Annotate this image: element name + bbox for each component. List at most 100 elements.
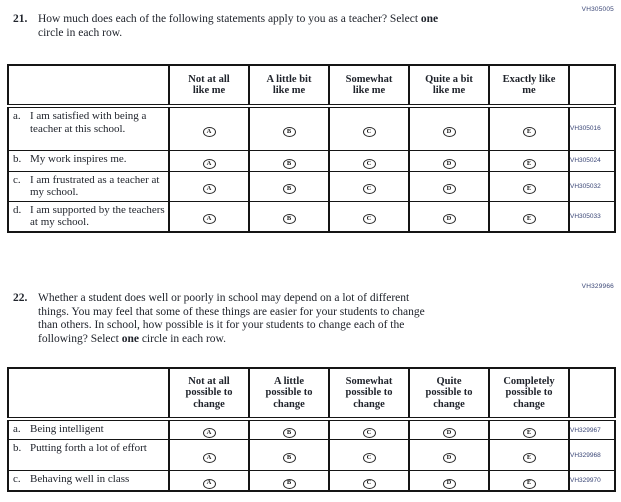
q22-row-c-option-cell: E bbox=[488, 470, 570, 491]
q22-row-b-statement: b. Putting forth a lot of effort bbox=[7, 439, 170, 471]
answer-bubble-a[interactable]: A bbox=[202, 184, 216, 195]
answer-bubble-c[interactable]: C bbox=[362, 478, 376, 489]
q21-row-d-option-cell: D bbox=[408, 200, 490, 232]
answer-bubble-b[interactable]: B bbox=[282, 214, 296, 225]
statement-text: Putting forth a lot of effort bbox=[30, 442, 147, 454]
answer-bubble-e[interactable]: E bbox=[522, 214, 536, 225]
q22-row-c-option-cell: D bbox=[408, 470, 490, 491]
answer-bubble-c[interactable]: C bbox=[362, 428, 376, 439]
accession-code-q21: VH305005 bbox=[581, 6, 614, 13]
q22-row-a-option-cell: D bbox=[408, 418, 490, 440]
answer-bubble-a[interactable]: A bbox=[202, 158, 216, 169]
answer-bubble-d[interactable]: D bbox=[442, 184, 456, 195]
q22-row-c-option-cell: B bbox=[248, 470, 330, 491]
table-row: b. Putting forth a lot of effort A B C D … bbox=[7, 439, 616, 471]
answer-bubble-c[interactable]: C bbox=[362, 453, 376, 464]
q22-row-a-option-cell: B bbox=[248, 418, 330, 440]
answer-bubble-a[interactable]: A bbox=[202, 214, 216, 225]
answer-bubble-a[interactable]: A bbox=[202, 428, 216, 439]
q22-header-col-5: Completely possible to change bbox=[488, 367, 570, 421]
q21-row-b-option-cell: E bbox=[488, 149, 570, 172]
question-21-text: How much does each of the following stat… bbox=[38, 13, 583, 40]
q21-row-c-option-cell: C bbox=[328, 170, 410, 202]
q21-row-d-option-cell: C bbox=[328, 200, 410, 232]
row-letter: d. bbox=[13, 203, 22, 216]
answer-bubble-b[interactable]: B bbox=[282, 478, 296, 489]
q21-row-a-option-cell: C bbox=[328, 105, 410, 151]
answer-bubble-c[interactable]: C bbox=[362, 214, 376, 225]
answer-bubble-d[interactable]: D bbox=[442, 158, 456, 169]
q22-row-b-option-cell: B bbox=[248, 439, 330, 471]
q22-row-b-option-cell: E bbox=[488, 439, 570, 471]
q21-row-b-option-cell: A bbox=[168, 149, 250, 172]
row-letter: c. bbox=[13, 473, 21, 485]
table-row: a. I am satisfied with being a teacher at… bbox=[7, 105, 616, 151]
answer-bubble-d[interactable]: D bbox=[442, 214, 456, 225]
answer-bubble-d[interactable]: D bbox=[442, 453, 456, 464]
q22-row-c-option-cell: C bbox=[328, 470, 410, 491]
q21-header-empty bbox=[7, 64, 170, 108]
q22-row-a-option-cell: C bbox=[328, 418, 410, 440]
table-row: d. I am supported by the teachers at my s… bbox=[7, 200, 616, 232]
q22-header-empty bbox=[7, 367, 170, 421]
accession-code-q22: VH329966 bbox=[581, 283, 614, 290]
q21-row-b-option-cell: B bbox=[248, 149, 330, 172]
row-accession-code: VH305024 bbox=[568, 149, 616, 172]
q22-row-c-option-cell: A bbox=[168, 470, 250, 491]
statement-text: Behaving well in class bbox=[30, 473, 130, 485]
row-accession-code: VH305032 bbox=[568, 170, 616, 202]
q21-header-code-empty bbox=[568, 64, 616, 108]
answer-bubble-e[interactable]: E bbox=[522, 158, 536, 169]
q21-row-d-option-cell: B bbox=[248, 200, 330, 232]
answer-bubble-d[interactable]: D bbox=[442, 428, 456, 439]
answer-bubble-e[interactable]: E bbox=[522, 478, 536, 489]
q21-row-d-statement: d. I am supported by the teachers at my s… bbox=[7, 200, 170, 232]
question-22-table: Not at all possible to change A little p… bbox=[7, 367, 616, 492]
q21-row-a-statement: a. I am satisfied with being a teacher at… bbox=[7, 105, 170, 151]
q22-header-col-2: A little possible to change bbox=[248, 367, 330, 421]
answer-bubble-c[interactable]: C bbox=[362, 127, 376, 137]
q22-header-col-1: Not at all possible to change bbox=[168, 367, 250, 421]
answer-bubble-d[interactable]: D bbox=[442, 127, 456, 137]
answer-bubble-a[interactable]: A bbox=[202, 127, 216, 137]
statement-text: My work inspires me. bbox=[30, 152, 127, 165]
row-letter: a. bbox=[13, 110, 21, 122]
statement-text: Being intelligent bbox=[30, 423, 104, 435]
answer-bubble-d[interactable]: D bbox=[442, 478, 456, 489]
table-row: c. Behaving well in class A B C D E VH329… bbox=[7, 470, 616, 491]
answer-bubble-c[interactable]: C bbox=[362, 184, 376, 195]
q21-row-d-option-cell: A bbox=[168, 200, 250, 232]
answer-bubble-b[interactable]: B bbox=[282, 127, 296, 137]
q21-row-a-option-cell: E bbox=[488, 105, 570, 151]
row-letter: b. bbox=[13, 152, 22, 165]
q21-row-a-option-cell: D bbox=[408, 105, 490, 151]
answer-bubble-c[interactable]: C bbox=[362, 158, 376, 169]
q21-row-c-option-cell: D bbox=[408, 170, 490, 202]
row-letter: b. bbox=[13, 442, 22, 454]
question-22-text-before: Whether a student does well or poorly in… bbox=[38, 292, 425, 345]
question-22-bold-one: one bbox=[121, 332, 139, 345]
q22-row-b-option-cell: D bbox=[408, 439, 490, 471]
row-accession-code: VH305033 bbox=[568, 200, 616, 232]
answer-bubble-b[interactable]: B bbox=[282, 184, 296, 195]
answer-bubble-b[interactable]: B bbox=[282, 158, 296, 169]
statement-text: I am frustrated as a teacher at my schoo… bbox=[30, 173, 160, 199]
q21-header-row: Not at all like me A little bit like me … bbox=[7, 64, 616, 108]
q21-header-col-1: Not at all like me bbox=[168, 64, 250, 108]
answer-bubble-e[interactable]: E bbox=[522, 453, 536, 464]
answer-bubble-e[interactable]: E bbox=[522, 428, 536, 439]
answer-bubble-e[interactable]: E bbox=[522, 127, 536, 137]
answer-bubble-a[interactable]: A bbox=[202, 478, 216, 489]
answer-bubble-a[interactable]: A bbox=[202, 453, 216, 464]
answer-bubble-e[interactable]: E bbox=[522, 184, 536, 195]
q22-row-b-option-cell: A bbox=[168, 439, 250, 471]
q21-row-c-option-cell: A bbox=[168, 170, 250, 202]
row-accession-code: VH329970 bbox=[568, 470, 616, 491]
question-22: 22. Whether a student does well or poorl… bbox=[13, 292, 583, 346]
table-row: a. Being intelligent A B C D E VH329967 bbox=[7, 418, 616, 440]
answer-bubble-b[interactable]: B bbox=[282, 428, 296, 439]
row-accession-code: VH329967 bbox=[568, 418, 616, 440]
answer-bubble-b[interactable]: B bbox=[282, 453, 296, 464]
question-21-table: Not at all like me A little bit like me … bbox=[7, 64, 616, 233]
